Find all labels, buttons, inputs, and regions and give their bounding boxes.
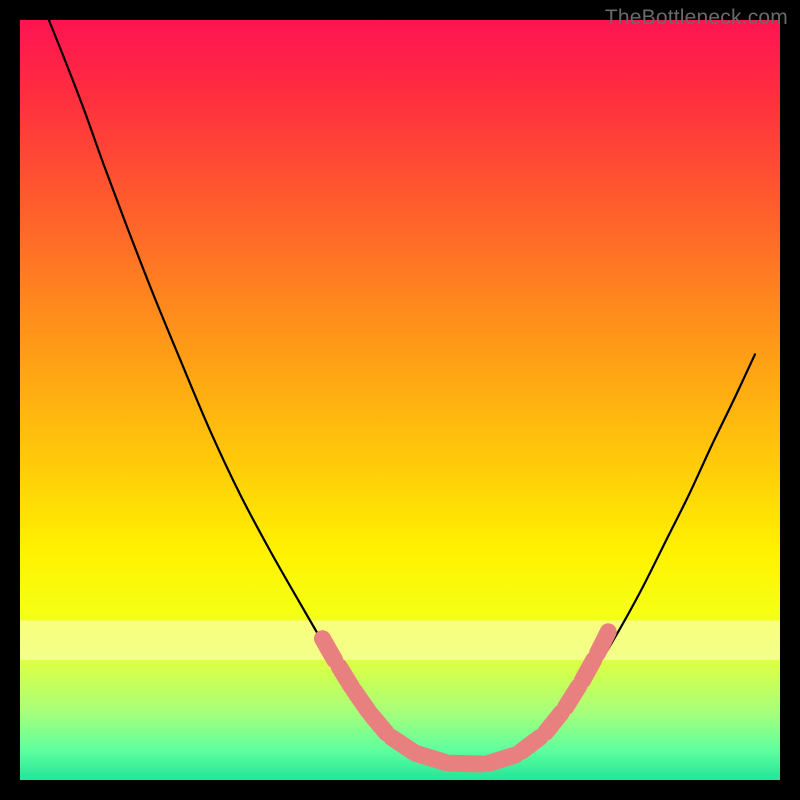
curve-marker [416,753,446,762]
bottleneck-chart [0,0,800,800]
curve-marker [546,713,561,732]
curve-marker [522,737,540,751]
curve-marker [451,763,482,764]
curve-marker [598,632,609,653]
curve-marker [566,687,579,708]
chart-frame: TheBottleneck.com [0,0,800,800]
curve-marker [339,667,351,687]
curve-marker [582,660,593,681]
curve-marker [371,715,386,733]
watermark-text: TheBottleneck.com [605,6,788,30]
curve-marker [322,639,334,660]
curve-marker [489,755,516,763]
